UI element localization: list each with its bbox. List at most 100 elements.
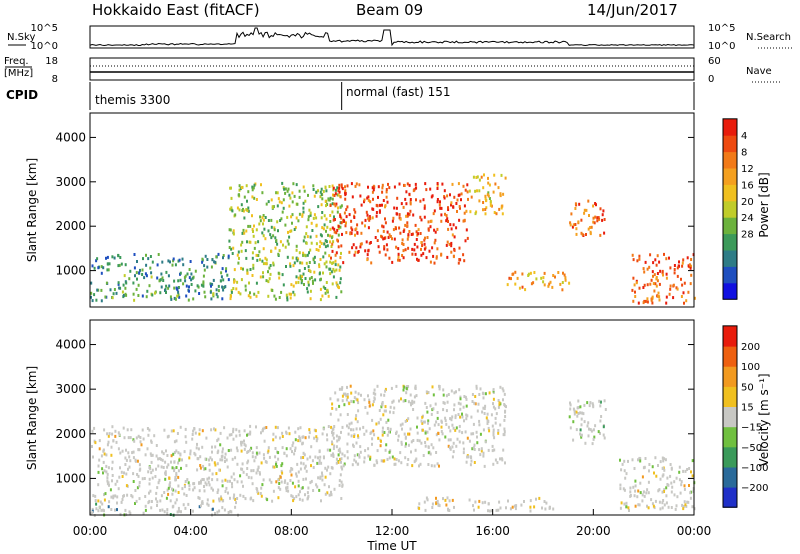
scatter-cell bbox=[173, 469, 176, 473]
scatter-cell bbox=[443, 189, 446, 193]
scatter-cell bbox=[372, 197, 374, 201]
scatter-cell bbox=[333, 227, 336, 231]
scatter-cell bbox=[623, 488, 626, 492]
scatter-cell bbox=[291, 221, 293, 225]
scatter-cell bbox=[418, 439, 421, 443]
scatter-cell bbox=[433, 423, 436, 427]
scatter-cell bbox=[502, 448, 505, 452]
scatter-cell bbox=[246, 467, 249, 470]
scatter-cell bbox=[356, 223, 359, 227]
scatter-cell bbox=[354, 390, 357, 394]
scatter-cell bbox=[436, 182, 439, 185]
scatter-cell bbox=[179, 452, 182, 456]
scatter-cell bbox=[440, 430, 443, 433]
scatter-cell bbox=[194, 453, 197, 457]
scatter-cell bbox=[119, 466, 121, 470]
scatter-cell bbox=[663, 490, 665, 493]
scatter-cell bbox=[488, 509, 491, 513]
scatter-cell bbox=[346, 424, 348, 428]
scatter-cell bbox=[312, 257, 315, 261]
scatter-cell bbox=[373, 388, 376, 392]
colorbar-tick-label: 15 bbox=[741, 403, 754, 414]
scatter-cell bbox=[208, 483, 211, 487]
scatter-cell bbox=[514, 507, 517, 511]
colorbar-tick-label: 28 bbox=[741, 230, 754, 241]
scatter-cell bbox=[236, 449, 239, 453]
scatter-cell bbox=[317, 456, 319, 460]
scatter-cell bbox=[496, 461, 499, 465]
scatter-cell bbox=[459, 395, 462, 399]
scatter-cell bbox=[341, 187, 344, 191]
scatter-cell bbox=[341, 467, 344, 471]
scatter-cell bbox=[175, 286, 178, 290]
scatter-cell bbox=[137, 448, 140, 452]
scatter-cell bbox=[488, 391, 491, 395]
scatter-cell bbox=[420, 419, 423, 423]
scatter-cell bbox=[493, 448, 496, 452]
scatter-cell bbox=[572, 223, 575, 227]
scatter-cell bbox=[514, 270, 517, 274]
scatter-cell bbox=[247, 450, 250, 453]
scatter-cell bbox=[340, 457, 343, 461]
scatter-cell bbox=[142, 257, 144, 261]
scatter-cell bbox=[651, 465, 654, 469]
scatter-cell bbox=[292, 182, 295, 186]
scatter-cell bbox=[594, 215, 597, 219]
scatter-cell bbox=[397, 252, 400, 256]
scatter-cell bbox=[268, 478, 271, 482]
scatter-cell bbox=[646, 267, 649, 271]
nsky-tick-bottom: 10^0 bbox=[31, 41, 58, 52]
scatter-cell bbox=[331, 406, 334, 410]
scatter-cell bbox=[238, 193, 240, 197]
scatter-cell bbox=[440, 213, 443, 217]
scatter-cell bbox=[254, 455, 257, 459]
scatter-cell bbox=[421, 244, 424, 247]
scatter-cell bbox=[275, 461, 278, 465]
scatter-cell bbox=[486, 418, 489, 422]
scatter-cell bbox=[447, 208, 450, 211]
scatter-cell bbox=[464, 188, 467, 192]
scatter-cell bbox=[267, 200, 270, 204]
scatter-cell bbox=[272, 263, 275, 267]
scatter-cell bbox=[114, 434, 117, 438]
scatter-cell bbox=[442, 388, 445, 392]
scatter-cell bbox=[322, 271, 324, 275]
scatter-cell bbox=[330, 493, 333, 497]
scatter-cell bbox=[206, 265, 209, 269]
scatter-cell bbox=[583, 211, 586, 215]
scatter-cell bbox=[171, 466, 174, 470]
scatter-cell bbox=[395, 384, 398, 388]
scatter-cell bbox=[331, 431, 333, 434]
scatter-cell bbox=[319, 258, 322, 261]
scatter-cell bbox=[125, 484, 128, 488]
scatter-cell bbox=[121, 498, 124, 501]
scatter-cell bbox=[443, 196, 446, 200]
scatter-cell bbox=[462, 219, 465, 223]
scatter-cell bbox=[644, 457, 647, 460]
scatter-cell bbox=[111, 425, 114, 429]
scatter-cell bbox=[492, 431, 495, 435]
scatter-cell bbox=[320, 203, 323, 207]
scatter-cell bbox=[462, 184, 465, 188]
scatter-cell bbox=[482, 186, 485, 190]
scatter-cell bbox=[159, 508, 162, 512]
scatter-cell bbox=[139, 268, 141, 272]
scatter-cell bbox=[171, 487, 173, 491]
scatter-cell bbox=[199, 466, 202, 470]
scatter-cell bbox=[341, 452, 344, 456]
scatter-cell bbox=[447, 508, 450, 512]
scatter-cell bbox=[666, 476, 669, 480]
scatter-cell bbox=[304, 199, 307, 203]
scatter-cell bbox=[646, 300, 649, 304]
scatter-cell bbox=[275, 480, 278, 484]
scatter-cell bbox=[274, 425, 277, 429]
scatter-cell bbox=[355, 441, 358, 445]
scatter-cell bbox=[330, 236, 333, 240]
scatter-cell bbox=[533, 505, 536, 509]
scatter-cell bbox=[501, 212, 504, 216]
scatter-cell bbox=[149, 489, 152, 493]
scatter-cell bbox=[149, 266, 152, 270]
scatter-cell bbox=[478, 199, 481, 203]
scatter-cell bbox=[298, 189, 301, 193]
scatter-cell bbox=[147, 257, 150, 261]
